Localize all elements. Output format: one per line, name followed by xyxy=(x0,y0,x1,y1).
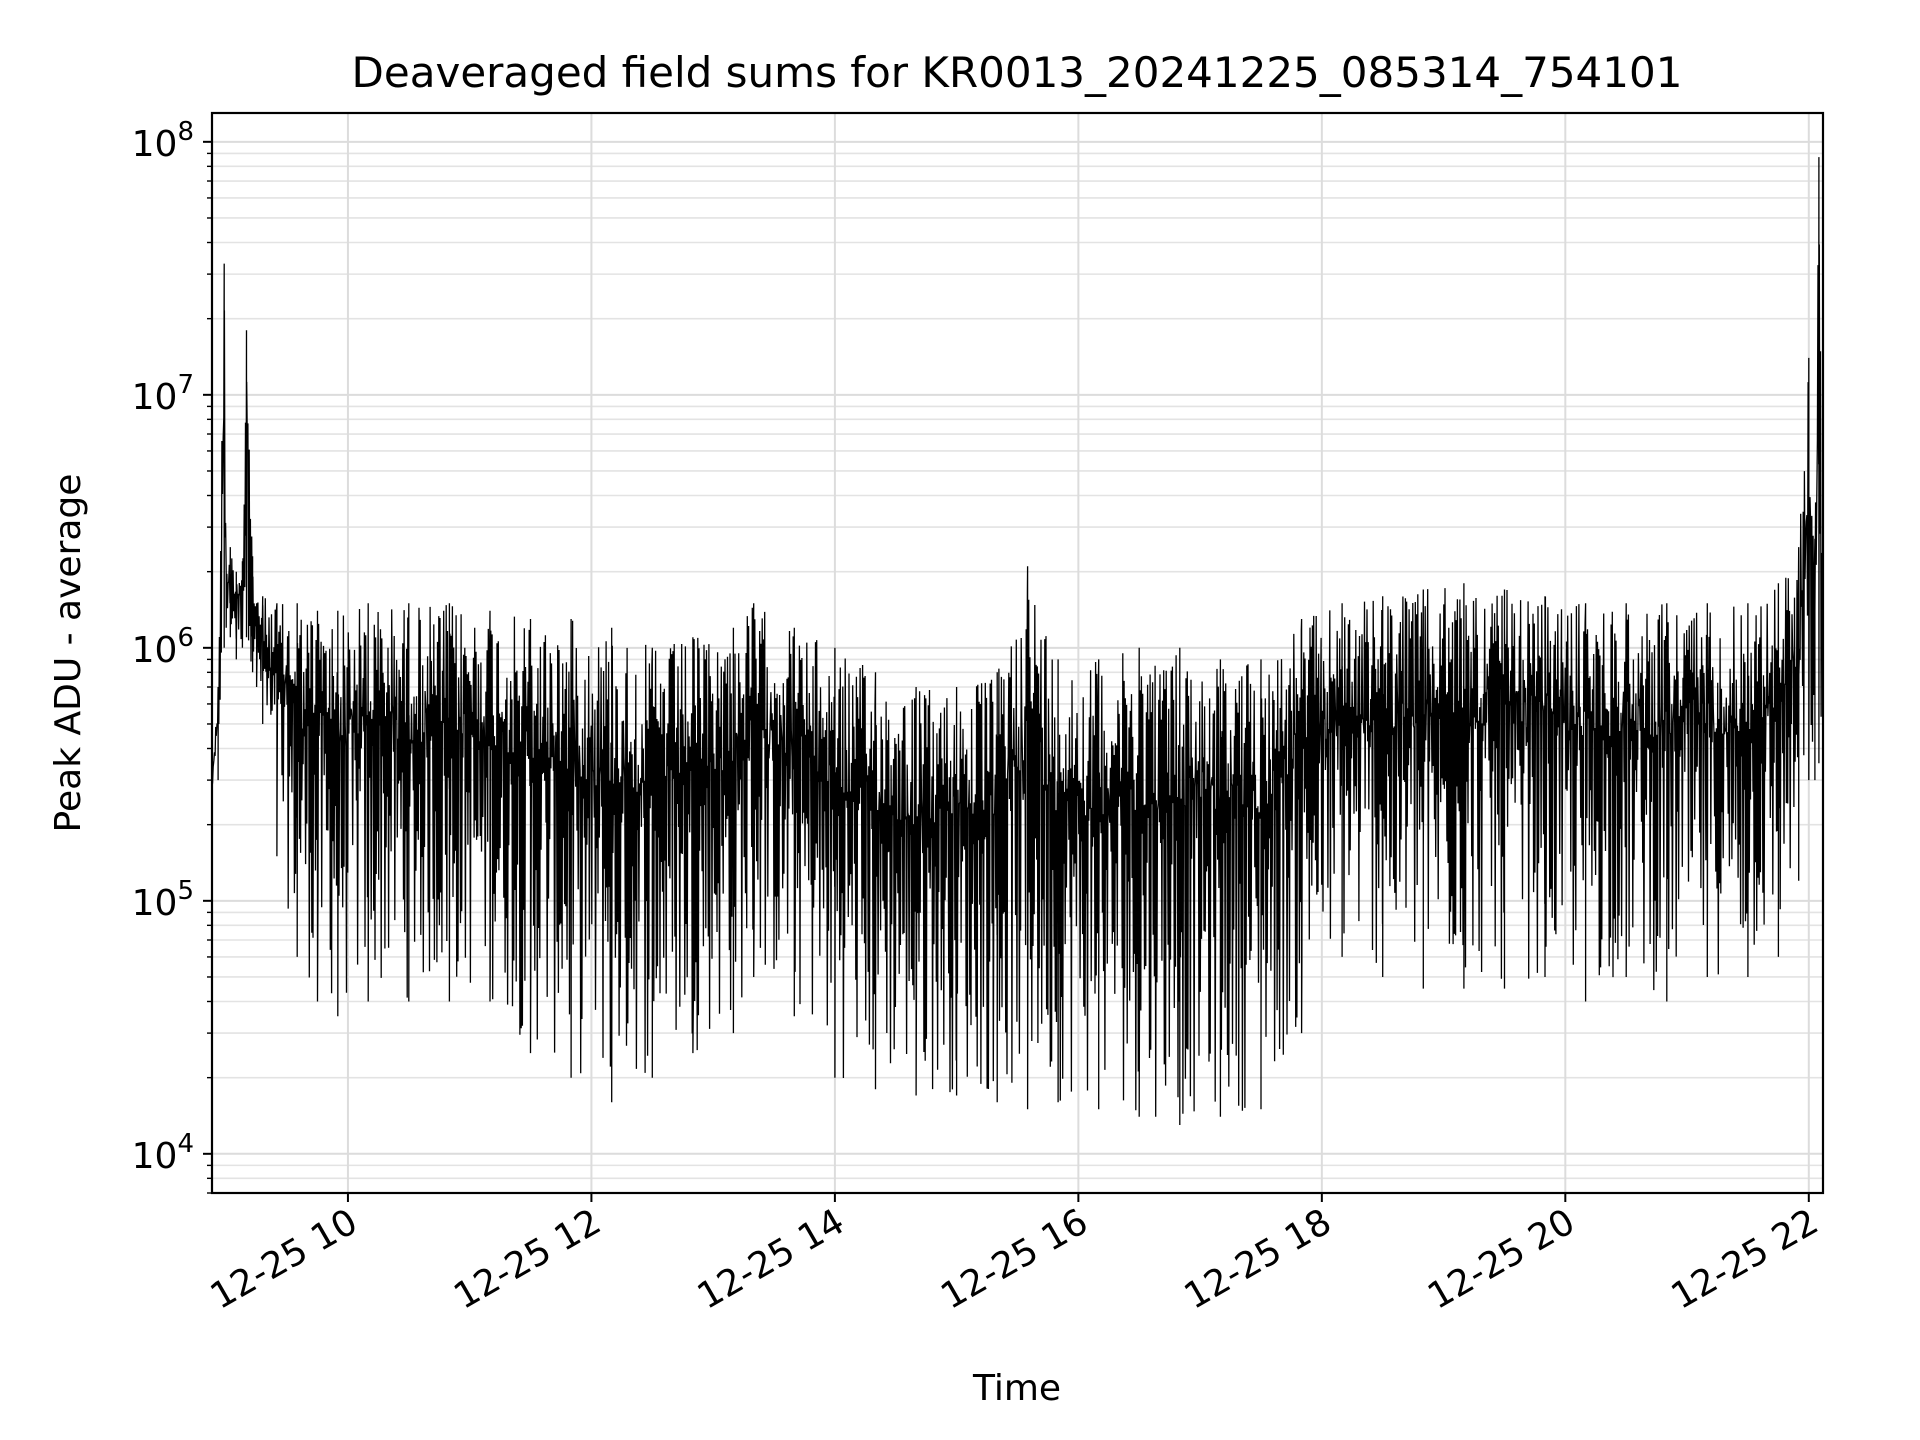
plot-area-frame xyxy=(210,111,1825,1195)
series-layer xyxy=(212,157,1823,1125)
y-tick-label: 106 xyxy=(132,623,194,671)
y-tick-label: 107 xyxy=(132,370,194,418)
y-tick-label: 105 xyxy=(132,876,194,924)
x-axis-label: Time xyxy=(972,1368,1061,1409)
y-tick-label: 104 xyxy=(132,1129,194,1177)
y-axis-label: Peak ADU - average xyxy=(48,474,89,833)
series-line xyxy=(212,157,1823,1125)
chart-title: Deaveraged field sums for KR0013_2024122… xyxy=(352,48,1683,97)
y-tick-label: 108 xyxy=(132,117,194,165)
